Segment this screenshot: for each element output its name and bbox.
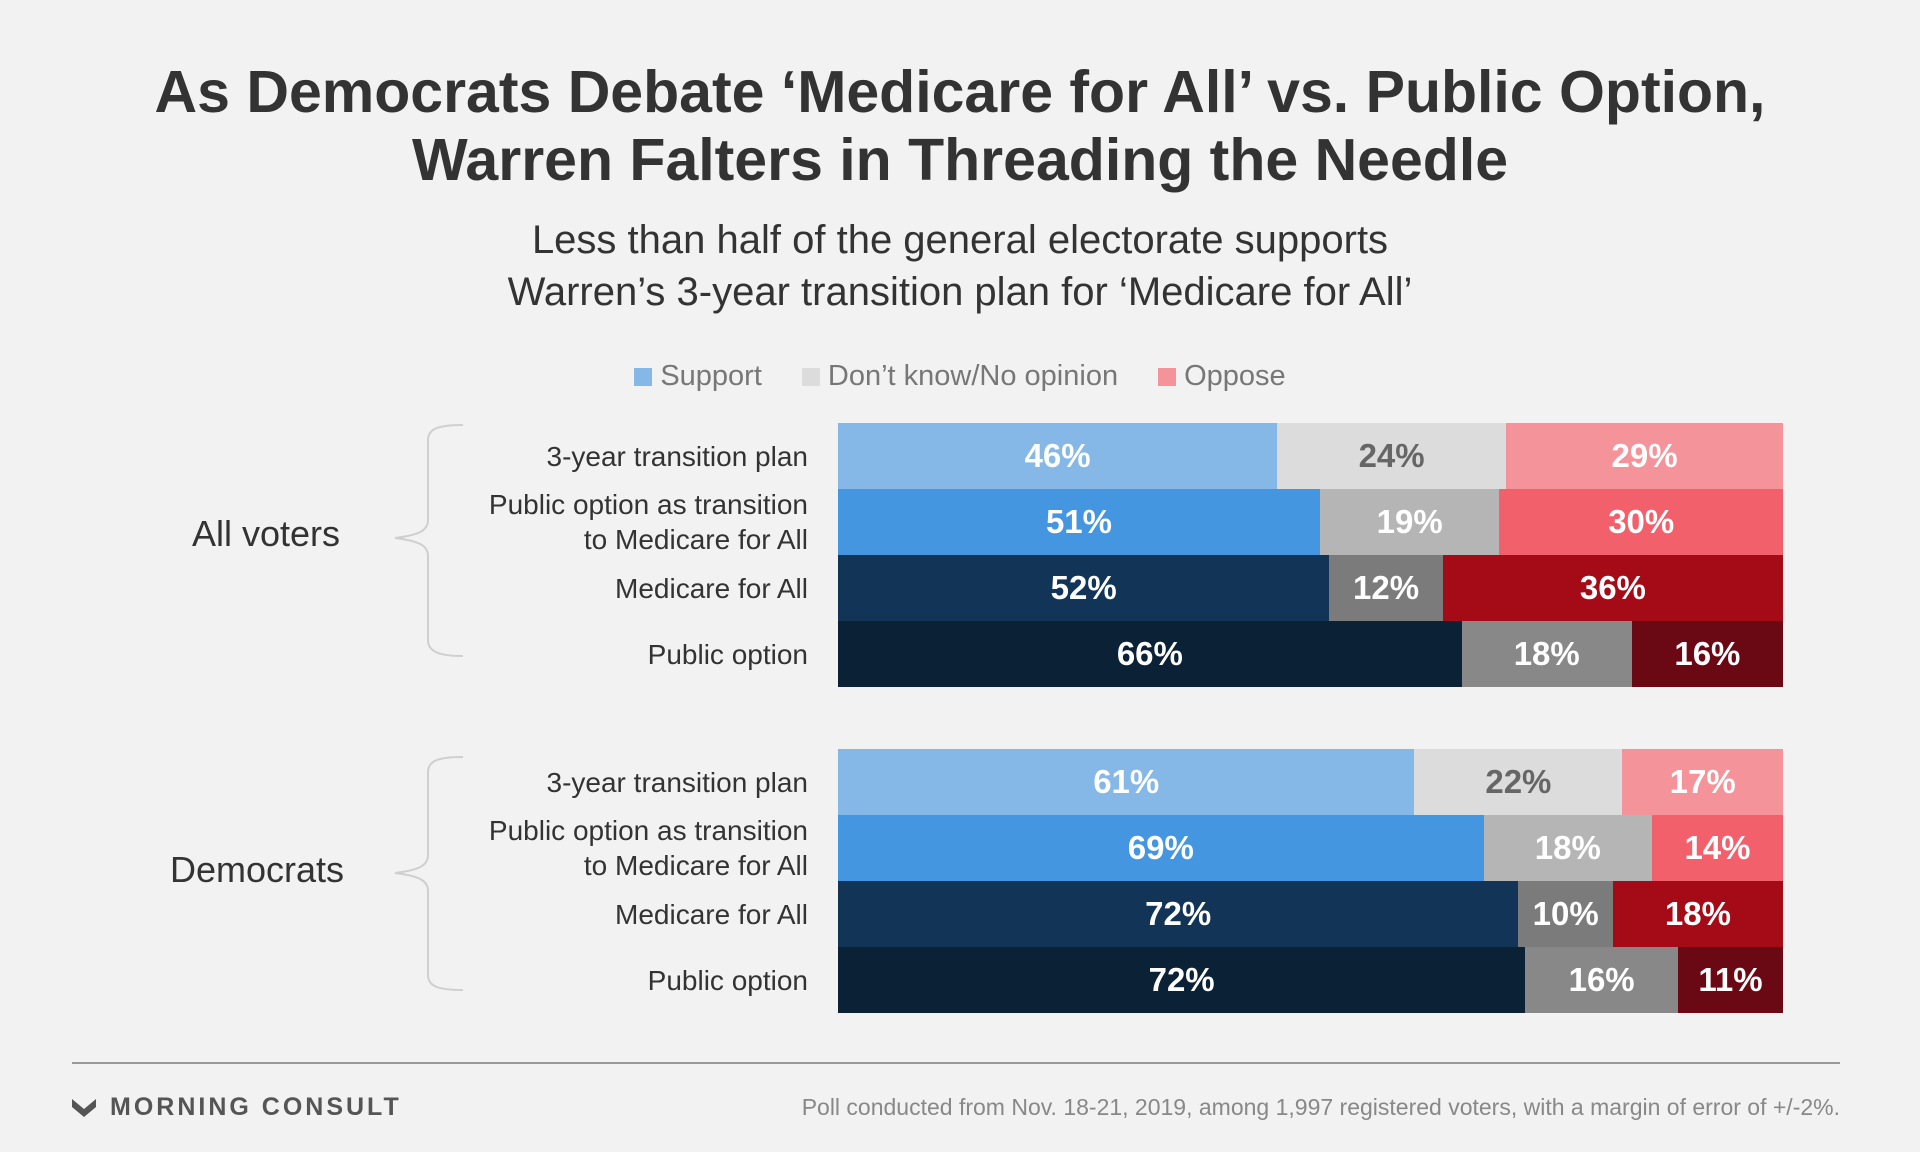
bar-segment-oppose: 11%	[1677, 947, 1783, 1013]
bar-segment-support: 66%	[838, 621, 1462, 687]
chart-title-line1: As Democrats Debate ‘Medicare for All’ v…	[154, 59, 1766, 125]
row-label: Public option	[648, 637, 808, 672]
row-label-line: to Medicare for All	[583, 850, 808, 881]
bar-segment-dont-know: 18%	[1483, 815, 1652, 881]
group-label-0: All voters	[192, 513, 341, 554]
row-label: Public option as transition to Medicare f…	[489, 813, 808, 883]
legend-label-oppose: Oppose	[1184, 360, 1286, 392]
bar-segment-support: 46%	[838, 423, 1278, 489]
bar-segment-support: 69%	[838, 815, 1484, 881]
bar-segment-oppose: 17%	[1622, 749, 1783, 815]
bar-segment-dont-know: 12%	[1329, 555, 1443, 621]
chart-subtitle-line1: Less than half of the general electorate…	[531, 218, 1389, 262]
row-label-line: Public option as transition	[488, 489, 808, 520]
row-label: 3-year transition plan	[547, 765, 808, 800]
bar-segment-dont-know: 22%	[1414, 749, 1623, 815]
bar-segment-support: 72%	[838, 947, 1526, 1013]
bar-segment-dont-know: 10%	[1518, 881, 1613, 947]
legend: Support Don’t know/No opinion Oppose	[0, 360, 1920, 393]
bracket-democrats	[394, 756, 464, 991]
bar-row: 52% 12% 36%	[838, 555, 1783, 621]
bar-segment-oppose: 18%	[1612, 881, 1783, 947]
bar-segment-oppose: 29%	[1506, 423, 1783, 489]
brand-name: MORNING CONSULT	[110, 1093, 402, 1121]
legend-item-dont-know: Don’t know/No opinion	[801, 360, 1119, 393]
bar-row: 61% 22% 17%	[838, 749, 1783, 815]
chart-title-line2: Warren Falters in Threading the Needle	[411, 127, 1509, 193]
bar-segment-support: 51%	[838, 489, 1320, 555]
legend-swatch-support	[634, 367, 653, 386]
group-label-1: Democrats	[170, 849, 345, 890]
bar-row: 72% 16% 11%	[838, 947, 1783, 1013]
legend-swatch-dont-know	[801, 367, 820, 386]
bar-segment-support: 61%	[838, 749, 1415, 815]
chart-subtitle-line2: Warren’s 3-year transition plan for ‘Med…	[507, 270, 1413, 314]
legend-label-support: Support	[660, 360, 762, 392]
legend-swatch-oppose	[1158, 367, 1177, 386]
footnote: Poll conducted from Nov. 18-21, 2019, am…	[801, 1094, 1840, 1120]
row-label: Public option	[648, 963, 808, 998]
bracket-all-voters	[394, 424, 464, 657]
row-label: Medicare for All	[615, 571, 808, 606]
bar-segment-dont-know: 24%	[1277, 423, 1507, 489]
bar-segment-oppose: 30%	[1499, 489, 1783, 555]
legend-label-dont-know: Don’t know/No opinion	[827, 360, 1119, 392]
bar-segment-dont-know: 18%	[1461, 621, 1632, 687]
bar-row: 69% 18% 14%	[838, 815, 1783, 881]
row-label-line: Public option as transition	[488, 815, 808, 846]
morning-consult-logo-icon	[72, 1098, 96, 1117]
bar-segment-oppose: 36%	[1442, 555, 1783, 621]
brand-logo: MORNING CONSULT	[70, 1093, 402, 1122]
row-label-line: 3-year transition plan	[546, 440, 808, 472]
row-label-line: Medicare for All	[615, 572, 808, 604]
footer-divider	[72, 1062, 1840, 1064]
bar-row: 51% 19% 30%	[838, 489, 1783, 555]
row-label-line: to Medicare for All	[583, 524, 808, 555]
bar-row: 46% 24% 29%	[838, 423, 1783, 489]
chart-title: As Democrats Debate ‘Medicare for All’ v…	[60, 58, 1860, 194]
row-label-line: 3-year transition plan	[546, 766, 808, 798]
row-label: Public option as transition to Medicare f…	[489, 487, 808, 557]
row-label: 3-year transition plan	[547, 439, 808, 474]
bar-row: 66% 18% 16%	[838, 621, 1783, 687]
legend-item-oppose: Oppose	[1158, 360, 1286, 393]
row-label: Medicare for All	[615, 897, 808, 932]
bar-segment-support: 72%	[838, 881, 1519, 947]
bar-segment-support: 52%	[838, 555, 1330, 621]
bar-segment-oppose: 16%	[1631, 621, 1783, 687]
row-label-line: Public option	[647, 638, 808, 670]
bar-segment-dont-know: 16%	[1525, 947, 1678, 1013]
chart-subtitle: Less than half of the general electorate…	[160, 214, 1760, 318]
row-label-line: Public option	[647, 964, 808, 996]
legend-item-support: Support	[634, 360, 762, 393]
bar-row: 72% 10% 18%	[838, 881, 1783, 947]
bar-segment-oppose: 14%	[1652, 815, 1783, 881]
row-label-line: Medicare for All	[615, 898, 808, 930]
bar-segment-dont-know: 19%	[1319, 489, 1500, 555]
